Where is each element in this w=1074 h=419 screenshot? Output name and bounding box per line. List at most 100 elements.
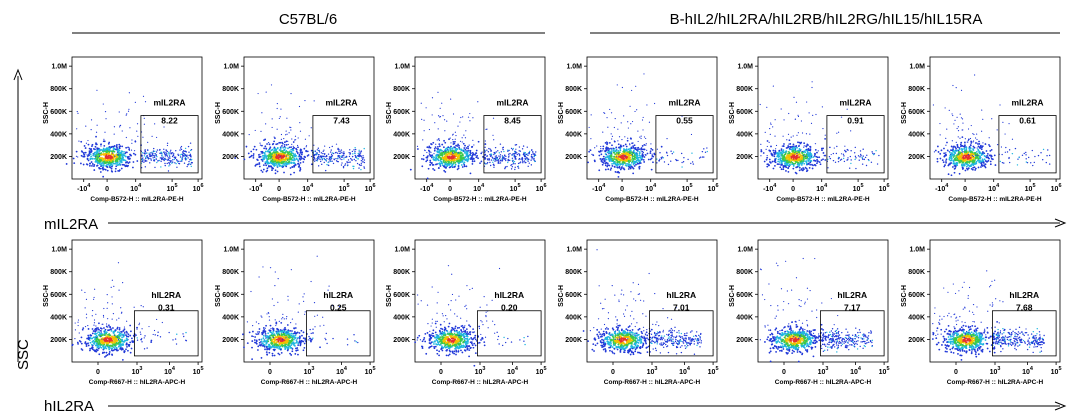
event-dot xyxy=(467,145,469,148)
event-dot xyxy=(127,146,129,149)
event-dot xyxy=(163,159,165,162)
event-dot xyxy=(958,172,961,175)
event-dot xyxy=(773,155,776,158)
event-dot xyxy=(513,156,516,158)
event-dot xyxy=(362,157,365,159)
event-dot xyxy=(514,163,516,165)
event-dot xyxy=(96,89,98,91)
event-dot xyxy=(253,145,256,148)
event-dot xyxy=(432,141,435,144)
event-dot xyxy=(431,155,434,158)
event-dot xyxy=(632,172,635,175)
event-dot xyxy=(265,123,267,125)
event-dot xyxy=(498,155,500,157)
event-dot xyxy=(796,134,798,136)
event-dot xyxy=(274,147,277,150)
event-dot xyxy=(268,153,271,156)
event-dot xyxy=(617,146,620,149)
y-axis-title: SSC-H xyxy=(43,102,50,124)
event-dot xyxy=(295,139,297,141)
event-dot xyxy=(474,154,477,156)
event-dot xyxy=(349,152,352,154)
event-dot xyxy=(277,162,280,165)
event-dot xyxy=(105,159,108,162)
event-dot xyxy=(522,153,525,156)
event-dot xyxy=(649,152,652,154)
event-dot xyxy=(785,150,787,153)
event-dot xyxy=(656,158,658,160)
event-dot xyxy=(111,170,114,173)
gate-percent: 7.43 xyxy=(333,116,350,126)
event-dot xyxy=(811,81,813,83)
event-dot xyxy=(456,145,459,147)
event-dot xyxy=(645,137,647,140)
event-dot xyxy=(796,152,798,155)
event-dot xyxy=(441,152,444,154)
event-dot xyxy=(531,158,533,160)
event-dot xyxy=(171,161,174,163)
event-dot xyxy=(666,152,668,154)
event-dot xyxy=(76,110,78,113)
event-dot xyxy=(118,111,120,113)
event-dot xyxy=(999,160,1002,163)
event-dot xyxy=(276,147,279,150)
event-dot xyxy=(782,156,785,158)
event-dot xyxy=(166,142,169,144)
event-dot xyxy=(976,147,978,149)
event-dot xyxy=(268,143,271,146)
event-dot xyxy=(298,153,301,156)
event-dot xyxy=(319,158,321,161)
event-dot xyxy=(315,154,317,156)
event-dot xyxy=(706,150,709,153)
event-dot xyxy=(157,159,159,162)
event-dot xyxy=(104,149,107,151)
event-dot xyxy=(102,149,104,152)
event-dot xyxy=(265,170,268,173)
event-dot xyxy=(340,155,343,157)
y-tick-label: 1.0M xyxy=(394,64,410,71)
event-dot xyxy=(989,160,992,163)
event-dot xyxy=(946,149,949,152)
event-dot xyxy=(637,140,639,143)
event-dot xyxy=(134,101,136,103)
event-dot xyxy=(136,160,139,162)
event-dot xyxy=(475,149,478,152)
event-dot xyxy=(1042,159,1044,161)
event-dot xyxy=(767,163,769,166)
event-dot xyxy=(837,131,840,133)
event-dot xyxy=(159,152,161,155)
event-dot xyxy=(988,137,990,139)
event-dot xyxy=(310,155,313,158)
event-dot xyxy=(187,157,189,159)
event-dot xyxy=(339,158,341,160)
event-dot xyxy=(966,141,968,143)
event-dot xyxy=(465,130,467,132)
event-dot xyxy=(141,155,143,157)
event-dot xyxy=(271,118,273,120)
event-dot xyxy=(116,164,119,167)
event-dot xyxy=(109,164,112,167)
event-dot xyxy=(123,332,126,334)
event-dot xyxy=(265,164,268,167)
event-dot xyxy=(312,156,315,159)
event-dot xyxy=(961,118,964,120)
event-dot xyxy=(281,142,284,145)
x-tick-label: 103 xyxy=(132,366,143,376)
event-dot xyxy=(617,140,619,142)
event-dot xyxy=(453,165,456,168)
event-dot xyxy=(170,160,172,162)
event-dot xyxy=(982,118,984,120)
x-axis-title: Comp-B572-H :: mIL2RA-PE-H xyxy=(433,196,526,203)
event-dot xyxy=(433,149,436,152)
event-dot xyxy=(814,148,817,151)
x-tick-label: 0 xyxy=(791,186,795,193)
event-dot xyxy=(878,154,880,157)
event-dot xyxy=(120,152,123,154)
event-dot xyxy=(116,161,119,164)
event-dot xyxy=(144,157,147,160)
event-dot xyxy=(102,147,105,150)
event-dot xyxy=(937,151,940,153)
event-dot xyxy=(435,156,438,159)
event-dot xyxy=(859,153,862,156)
event-dot xyxy=(792,165,795,167)
